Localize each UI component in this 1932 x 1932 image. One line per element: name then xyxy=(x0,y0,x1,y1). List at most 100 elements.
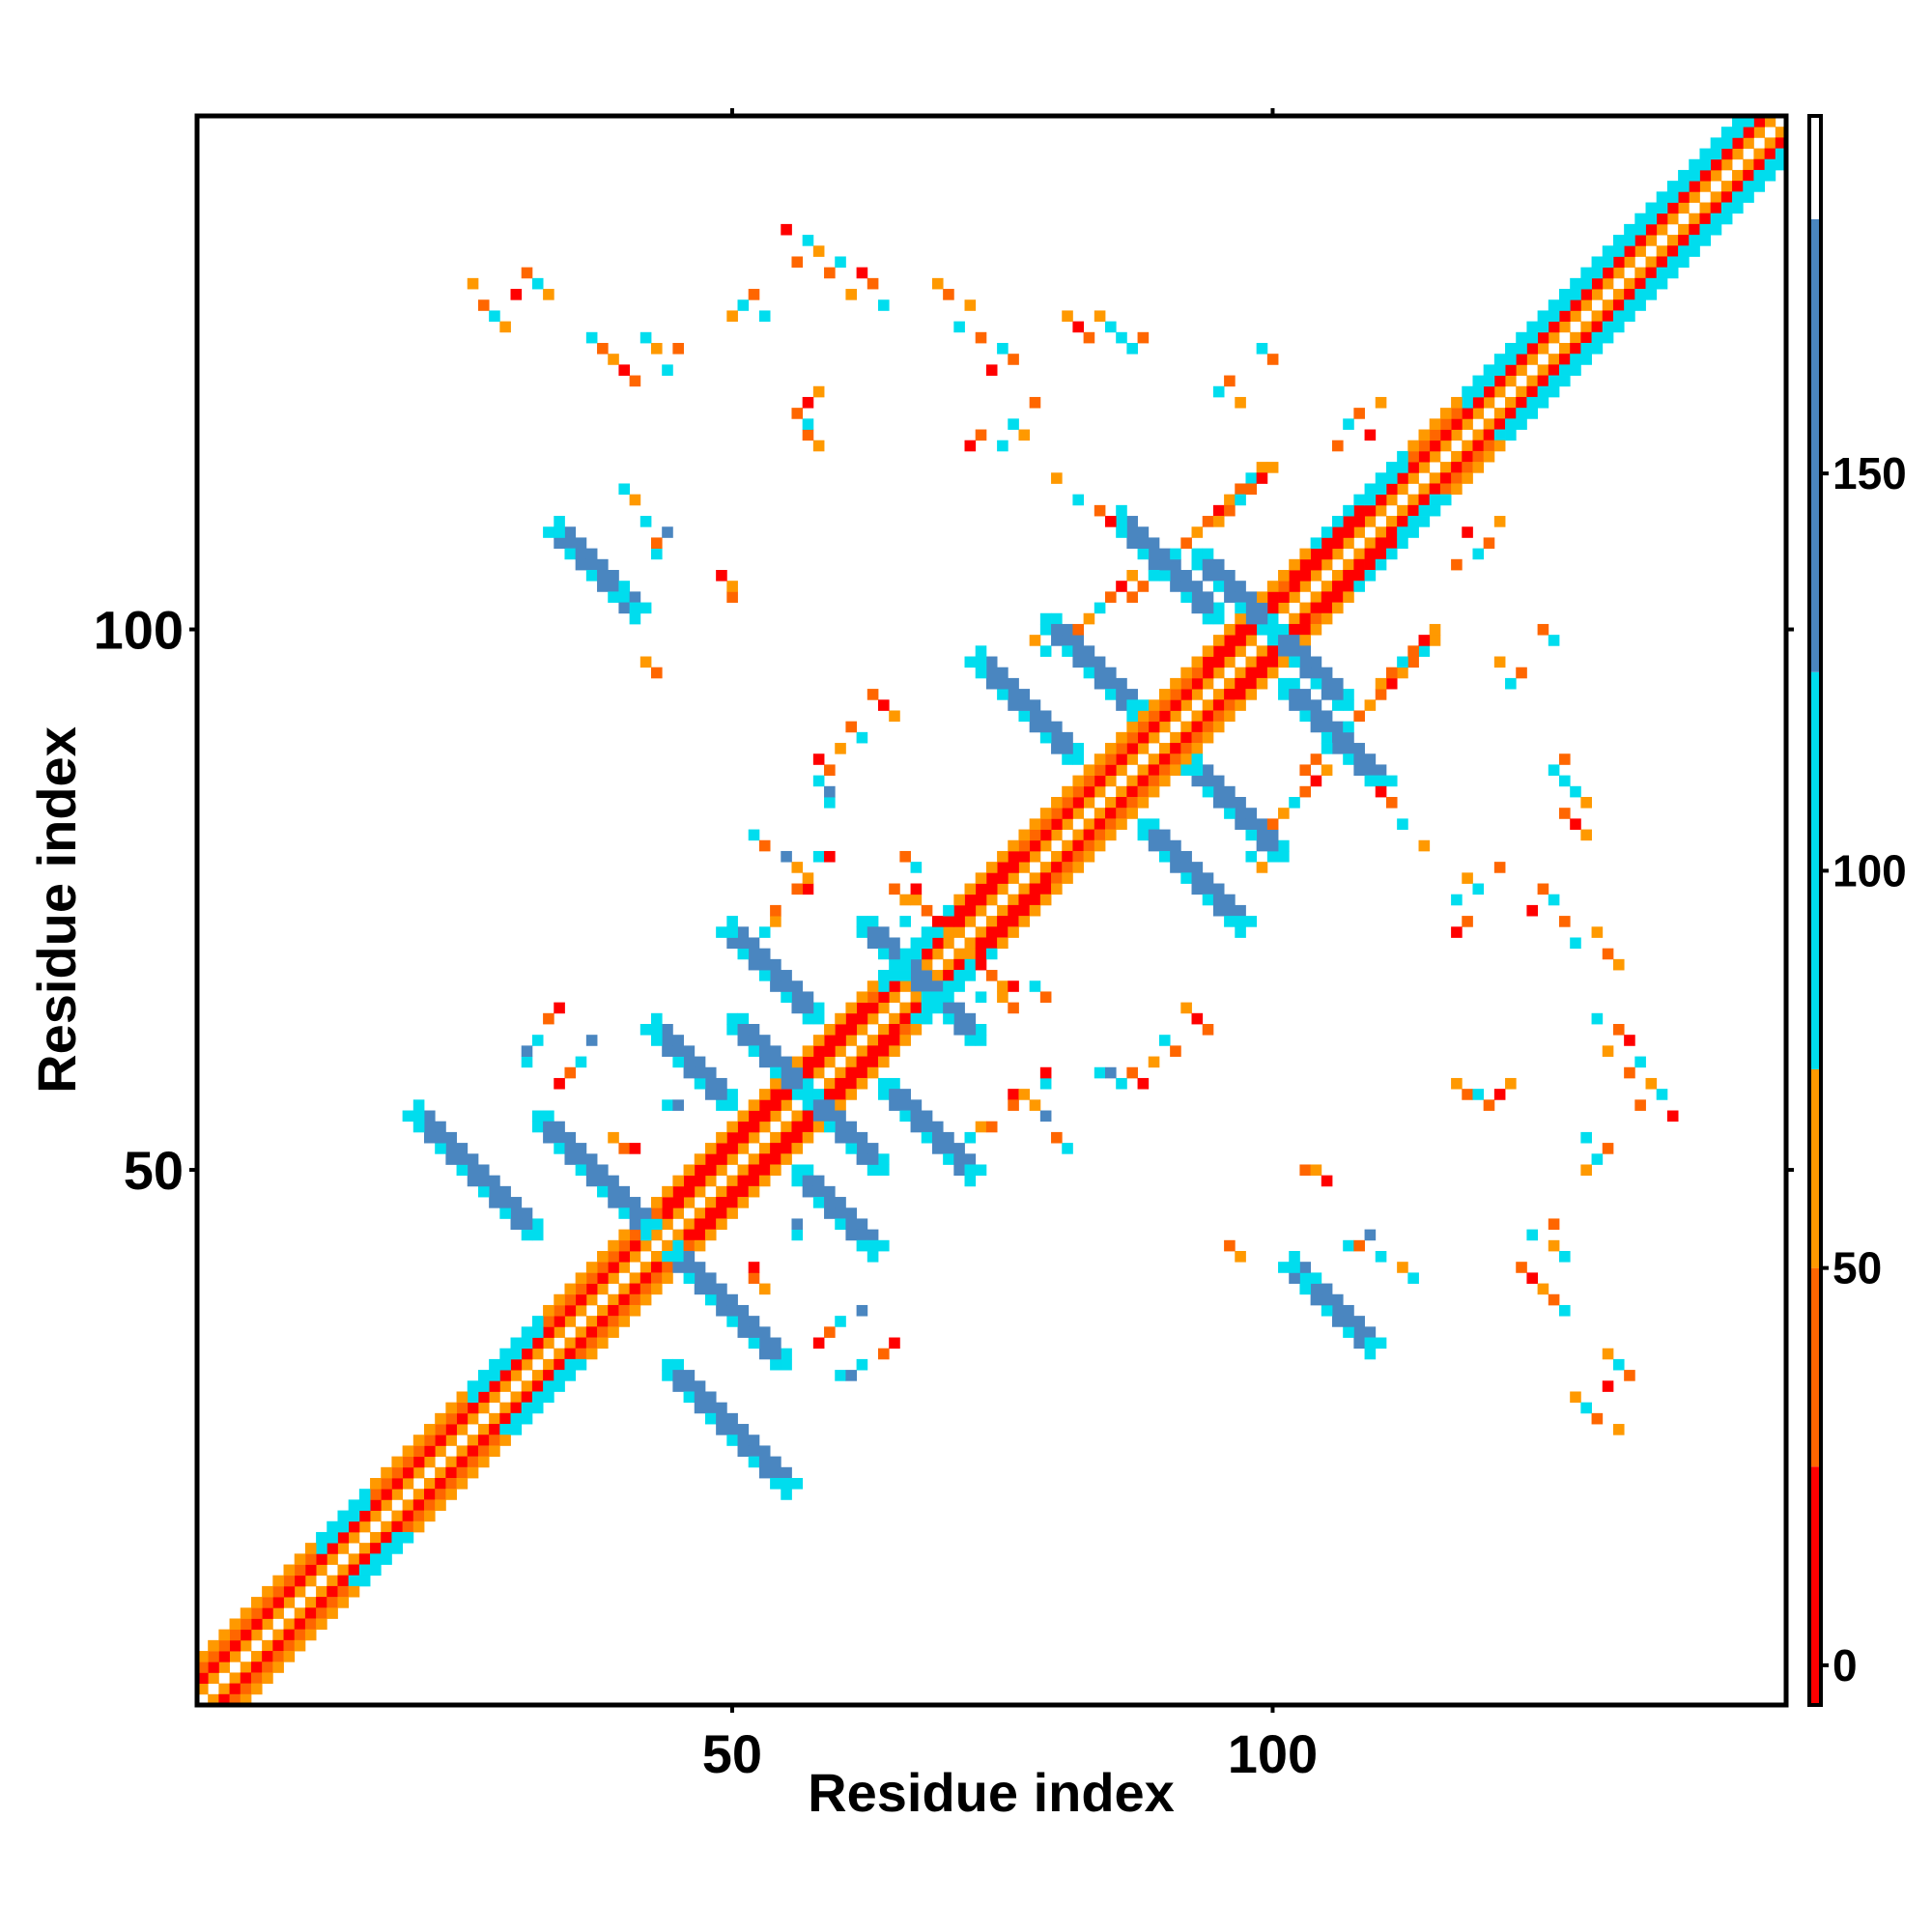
heatmap-cell xyxy=(1385,537,1398,550)
heatmap-cell xyxy=(477,1435,490,1446)
heatmap-cell xyxy=(1310,1293,1322,1306)
heatmap-cell xyxy=(1039,872,1052,884)
heatmap-cell xyxy=(1353,581,1365,592)
heatmap-cell xyxy=(921,991,933,1004)
heatmap-cell xyxy=(575,1143,587,1154)
heatmap-cell xyxy=(445,1424,457,1435)
heatmap-cell xyxy=(543,1012,554,1025)
heatmap-cell xyxy=(575,1283,587,1295)
heatmap-cell xyxy=(1278,602,1290,614)
heatmap-cell xyxy=(1278,635,1290,646)
heatmap-cell xyxy=(975,883,987,895)
heatmap-cell xyxy=(1526,1229,1539,1241)
heatmap-cell xyxy=(953,916,965,927)
heatmap-cell xyxy=(997,440,1009,452)
heatmap-cell xyxy=(1039,1110,1052,1122)
heatmap-cell xyxy=(997,677,1009,690)
heatmap-cell xyxy=(975,872,987,884)
heatmap-cell xyxy=(867,1012,879,1025)
heatmap-cell xyxy=(1364,753,1377,765)
heatmap-cell xyxy=(585,1035,598,1046)
heatmap-cell xyxy=(921,948,933,960)
heatmap-cell xyxy=(1764,148,1776,160)
heatmap-cell xyxy=(1299,602,1312,614)
heatmap-cell xyxy=(424,1445,436,1458)
heatmap-cell xyxy=(250,1629,263,1641)
heatmap-cell xyxy=(1212,656,1225,668)
heatmap-cell xyxy=(489,310,500,323)
heatmap-cell xyxy=(943,916,954,927)
heatmap-cell xyxy=(812,850,825,863)
heatmap-cell xyxy=(1483,450,1495,463)
heatmap-cell xyxy=(1732,169,1744,182)
heatmap-cell xyxy=(531,1218,544,1231)
heatmap-cell xyxy=(467,1153,479,1165)
heatmap-cell xyxy=(1710,137,1722,149)
heatmap-cell xyxy=(521,267,533,279)
heatmap-cell xyxy=(1148,558,1160,571)
heatmap-cell xyxy=(1666,181,1679,192)
heatmap-cell xyxy=(1472,548,1485,560)
heatmap-cell xyxy=(1743,191,1754,203)
heatmap-cell xyxy=(1505,375,1517,387)
heatmap-cell xyxy=(672,1056,684,1068)
heatmap-cell xyxy=(435,1143,446,1154)
heatmap-cell xyxy=(1310,667,1322,679)
heatmap-cell xyxy=(1137,548,1150,560)
heatmap-cell xyxy=(629,1304,641,1317)
heatmap-cell xyxy=(651,343,663,355)
heatmap-cell xyxy=(1591,321,1604,333)
heatmap-cell xyxy=(1105,775,1117,787)
heatmap-cell xyxy=(510,1370,523,1381)
heatmap-cell xyxy=(1235,926,1246,938)
heatmap-cell xyxy=(543,1380,554,1392)
heatmap-cell xyxy=(889,710,900,723)
heatmap-cell xyxy=(1235,483,1246,496)
heatmap-cell xyxy=(953,926,965,938)
heatmap-cell xyxy=(218,1629,230,1641)
heatmap-cell xyxy=(672,1239,684,1252)
heatmap-cell xyxy=(1266,656,1279,668)
heatmap-cell xyxy=(489,1197,500,1208)
heatmap-cell xyxy=(1656,245,1668,257)
heatmap-cell xyxy=(1256,656,1268,668)
heatmap-cell xyxy=(985,948,998,960)
heatmap-cell xyxy=(554,537,565,550)
heatmap-cell xyxy=(435,1489,446,1500)
heatmap-cell xyxy=(304,1629,317,1641)
heatmap-cell xyxy=(510,1424,523,1435)
heatmap-cell xyxy=(748,1045,760,1057)
heatmap-cell xyxy=(964,1164,977,1177)
heatmap-cell xyxy=(1656,202,1668,214)
heatmap-cell xyxy=(704,1153,717,1165)
heatmap-cell xyxy=(770,1056,781,1068)
heatmap-cell xyxy=(672,1197,684,1208)
heatmap-cell xyxy=(250,1683,263,1695)
heatmap-cell xyxy=(835,1197,846,1208)
heatmap-cell xyxy=(402,1478,414,1490)
heatmap-cell xyxy=(1321,537,1333,550)
heatmap-cell xyxy=(456,1391,469,1404)
heatmap-cell xyxy=(250,1597,263,1608)
heatmap-cell xyxy=(704,1293,717,1306)
heatmap-cell xyxy=(1418,450,1431,463)
heatmap-cell xyxy=(1732,191,1744,203)
heatmap-cell xyxy=(1158,850,1171,863)
heatmap-cell xyxy=(683,1229,696,1241)
heatmap-cell xyxy=(1094,310,1106,323)
heatmap-cell xyxy=(748,1035,760,1046)
heatmap-cell xyxy=(878,1002,890,1014)
heatmap-cell xyxy=(910,894,923,906)
heatmap-cell xyxy=(672,1045,684,1057)
heatmap-cell xyxy=(1634,235,1646,246)
heatmap-cell xyxy=(1029,904,1041,917)
heatmap-cell xyxy=(1018,916,1031,927)
heatmap-cell xyxy=(1656,213,1668,225)
heatmap-cell xyxy=(575,1337,587,1350)
heatmap-cell xyxy=(662,1272,673,1284)
heatmap-cell xyxy=(1235,677,1246,690)
heatmap-cell xyxy=(391,1543,404,1554)
heatmap-cell xyxy=(1526,408,1539,419)
heatmap-cell xyxy=(1397,537,1408,550)
heatmap-cell xyxy=(424,1435,436,1446)
